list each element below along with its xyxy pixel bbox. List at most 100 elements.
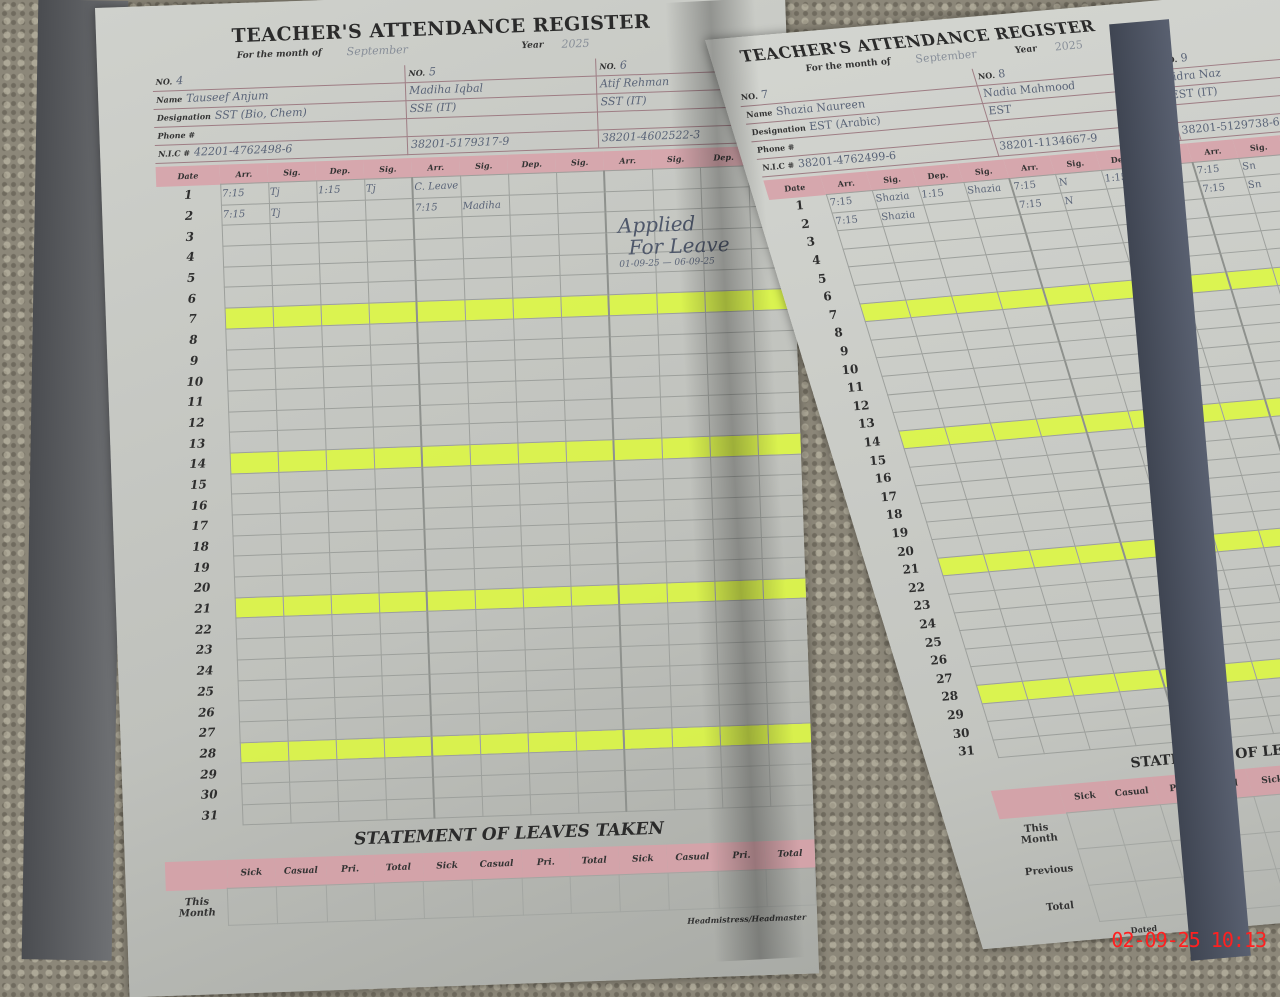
attendance-cell [561, 316, 610, 338]
attendance-cell [273, 326, 322, 348]
row-date: 18 [169, 536, 234, 559]
attendance-cell [319, 262, 368, 284]
attendance-cell [464, 298, 513, 320]
info-label-no: NO. [976, 70, 996, 81]
column-header-date: Date [156, 165, 221, 187]
attendance-cell [282, 574, 331, 596]
attendance-cell [564, 398, 613, 420]
attendance-cell [515, 379, 564, 401]
leaves-cell [327, 883, 376, 922]
attendance-cell [375, 488, 424, 510]
attendance-cell [276, 408, 325, 430]
attendance-cell [530, 793, 579, 815]
attendance-cell [330, 572, 379, 594]
attendance-cell [374, 467, 423, 489]
attendance-cell [528, 751, 577, 773]
attendance-cell [621, 665, 670, 687]
attendance-cell [289, 780, 338, 802]
attendance-cell [324, 407, 373, 429]
attendance-cell [521, 545, 570, 567]
teacher-nic: 38201-5179317-9 [411, 135, 510, 151]
attendance-cell: 7:15 [221, 203, 270, 225]
attendance-cell [573, 646, 622, 668]
attendance-cell [368, 281, 417, 303]
attendance-cell [525, 669, 574, 691]
attendance-cell [560, 274, 609, 296]
attendance-cell [608, 293, 657, 315]
row-date: 15 [166, 474, 231, 497]
leaves-cell [276, 885, 328, 924]
row-date: 9 [162, 350, 227, 373]
attendance-cell [372, 405, 421, 427]
attendance-cell [418, 341, 467, 363]
attendance-cell [574, 688, 623, 710]
attendance-cell [511, 255, 560, 277]
attendance-cell [512, 276, 561, 298]
attendance-cell [427, 610, 476, 632]
attendance-cell [993, 736, 1044, 758]
year-label: Year [521, 37, 543, 54]
attendance-cell [235, 596, 284, 618]
attendance-cell [371, 364, 420, 386]
attendance-cell [275, 367, 324, 389]
attendance-cell [370, 343, 419, 365]
attendance-cell: Tj [268, 181, 317, 203]
attendance-cell [462, 236, 511, 258]
attendance-cell [523, 607, 572, 629]
column-header-arr: Arr. [411, 156, 460, 177]
attendance-cell [381, 674, 430, 696]
attendance-cell [424, 507, 473, 529]
month-value: September [346, 42, 408, 60]
attendance-cell [386, 798, 435, 820]
attendance-cell [368, 302, 417, 324]
attendance-cell [281, 553, 330, 575]
attendance-cell [469, 422, 518, 444]
handwritten-entry: Tj [271, 208, 281, 219]
teacher-designation: SST (Bio, Chem) [215, 106, 307, 122]
attendance-cell [384, 756, 433, 778]
attendance-cell [573, 667, 622, 689]
teacher-no: 5 [429, 65, 436, 78]
attendance-cell [376, 529, 425, 551]
attendance-cell [571, 605, 620, 627]
handwritten-entry: 7:15 [223, 209, 246, 221]
teacher-designation: SST (IT) [600, 94, 646, 109]
attendance-cell [517, 421, 566, 443]
attendance-cell [322, 345, 371, 367]
attendance-cell [235, 617, 284, 639]
attendance-cell [512, 297, 561, 319]
attendance-cell [318, 221, 367, 243]
handwritten-entry: Shazia [880, 209, 917, 223]
attendance-cell [419, 362, 468, 384]
leaves-cell [423, 880, 473, 919]
column-header-dep: Dep. [315, 160, 364, 181]
teacher-no: 9 [1179, 51, 1190, 64]
attendance-cell [526, 689, 575, 711]
attendance-cell [567, 481, 616, 503]
attendance-cell [338, 799, 387, 821]
row-date: 25 [174, 680, 239, 703]
row-date: 12 [164, 412, 229, 435]
column-header-arr: Arr. [220, 163, 269, 184]
leaves-header-sick: Sick [618, 845, 667, 875]
attendance-cell [287, 718, 336, 740]
attendance-cell: Madiha [461, 195, 510, 217]
handwritten-entry: 1:15 [920, 188, 946, 201]
attendance-cell [466, 340, 515, 362]
attendance-cell [431, 713, 480, 735]
attendance-cell [284, 636, 333, 658]
attendance-cell [473, 546, 522, 568]
attendance-cell [416, 300, 465, 322]
leaves-header-total: Total [569, 846, 619, 876]
attendance-cell [336, 758, 385, 780]
attendance-cell [238, 699, 287, 721]
attendance-cell [616, 521, 665, 543]
attendance-cell [320, 283, 369, 305]
attendance-cell [278, 450, 327, 472]
row-date: 7 [161, 308, 226, 331]
row-date: 8 [161, 329, 226, 352]
handwritten-entry: N [1063, 196, 1075, 208]
attendance-cell [283, 594, 332, 616]
attendance-cell [288, 739, 337, 761]
attendance-cell [231, 493, 280, 515]
